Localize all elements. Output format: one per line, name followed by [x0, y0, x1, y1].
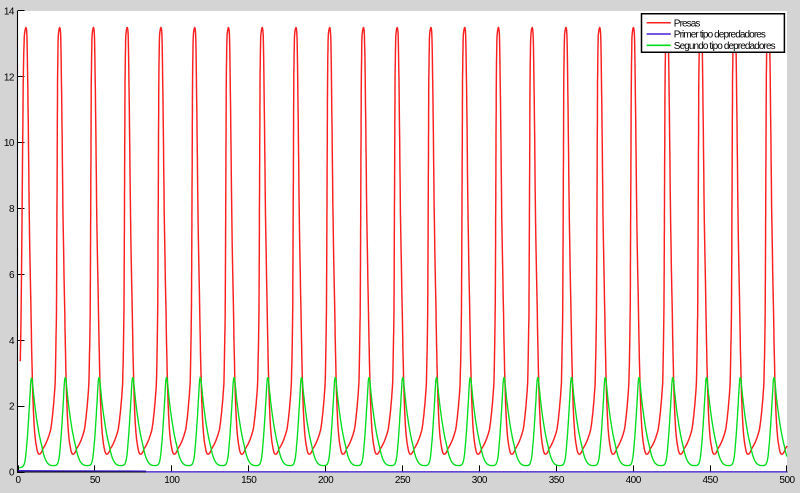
svg-text:6: 6	[9, 270, 15, 281]
svg-text:200: 200	[318, 475, 334, 486]
svg-text:2: 2	[9, 402, 15, 413]
svg-text:500: 500	[779, 475, 795, 486]
svg-text:12: 12	[4, 72, 15, 83]
svg-text:350: 350	[549, 475, 565, 486]
svg-text:8: 8	[9, 204, 15, 215]
svg-text:250: 250	[395, 475, 411, 486]
svg-text:0: 0	[9, 468, 15, 479]
svg-text:50: 50	[90, 475, 101, 486]
svg-text:100: 100	[164, 475, 180, 486]
svg-text:400: 400	[626, 475, 642, 486]
svg-text:14: 14	[4, 7, 15, 18]
svg-text:Presas: Presas	[674, 18, 701, 29]
svg-text:4: 4	[9, 336, 15, 347]
svg-text:450: 450	[703, 475, 719, 486]
svg-text:10: 10	[4, 138, 15, 149]
svg-text:Segundo tipo depredadores: Segundo tipo depredadores	[674, 41, 776, 52]
svg-text:Primer tipo depredadores: Primer tipo depredadores	[674, 30, 766, 41]
svg-text:150: 150	[241, 475, 257, 486]
svg-text:0: 0	[15, 475, 21, 486]
svg-text:300: 300	[472, 475, 488, 486]
